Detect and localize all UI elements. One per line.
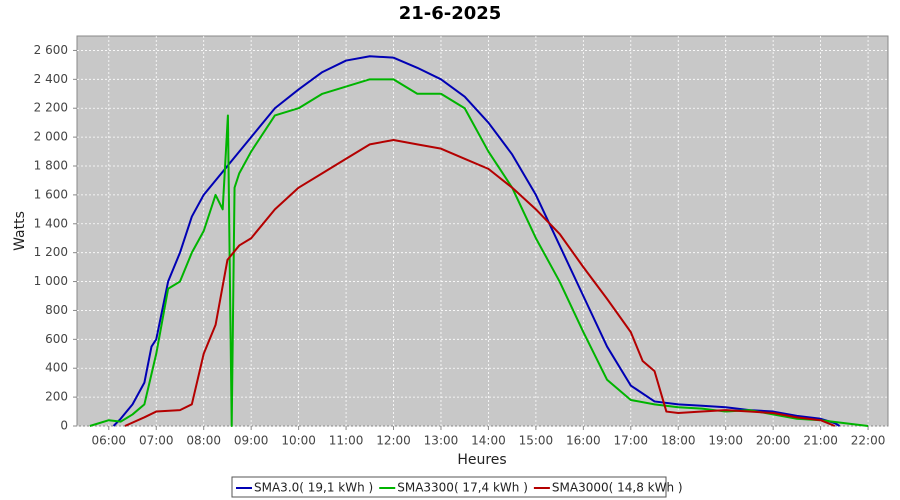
x-tick-label: 15:00 — [519, 434, 554, 448]
x-tick-label: 21:00 — [803, 434, 838, 448]
y-tick-label: 2 600 — [34, 43, 68, 57]
legend-label: SMA3.0( 19,1 kWh ) — [254, 481, 373, 495]
y-tick-label: 1 600 — [34, 187, 68, 201]
x-tick-label: 14:00 — [471, 434, 506, 448]
y-axis-label: Watts — [12, 211, 28, 251]
y-tick-label: 1 200 — [34, 245, 68, 259]
x-tick-label: 13:00 — [424, 434, 459, 448]
y-tick-label: 0 — [60, 419, 68, 433]
x-tick-label: 08:00 — [186, 434, 221, 448]
x-tick-label: 10:00 — [281, 434, 316, 448]
y-tick-label: 600 — [45, 332, 68, 346]
series-line — [124, 139, 836, 427]
y-tick-label: 800 — [45, 303, 68, 317]
x-tick-label: 12:00 — [376, 434, 411, 448]
y-tick-label: 1 000 — [34, 274, 68, 288]
y-tick-label: 2 200 — [34, 101, 68, 115]
legend-box — [231, 476, 667, 498]
series-line — [112, 55, 841, 427]
y-tick-label: 400 — [45, 361, 68, 375]
plot-area — [76, 35, 889, 427]
series-line — [89, 78, 869, 427]
x-tick-label: 09:00 — [234, 434, 269, 448]
y-tick-label: 1 800 — [34, 159, 68, 173]
x-tick-label: 18:00 — [661, 434, 696, 448]
x-tick-label: 07:00 — [139, 434, 174, 448]
legend-label: SMA3300( 17,4 kWh ) — [397, 481, 528, 495]
x-axis-label: Heures — [457, 452, 506, 468]
x-tick-label: 11:00 — [329, 434, 364, 448]
x-tick-label: 06:00 — [91, 434, 126, 448]
legend-label: SMA3000( 14,8 kWh ) — [552, 481, 683, 495]
x-tick-label: 20:00 — [756, 434, 791, 448]
y-tick-label: 2 400 — [34, 72, 68, 86]
y-tick-label: 200 — [45, 390, 68, 404]
y-tick-label: 1 400 — [34, 216, 68, 230]
y-tick-label: 2 000 — [34, 130, 68, 144]
chart-title: 21-6-2025 — [399, 3, 502, 24]
x-tick-label: 19:00 — [708, 434, 743, 448]
x-tick-label: 22:00 — [851, 434, 886, 448]
x-tick-label: 17:00 — [613, 434, 648, 448]
x-tick-label: 16:00 — [566, 434, 601, 448]
